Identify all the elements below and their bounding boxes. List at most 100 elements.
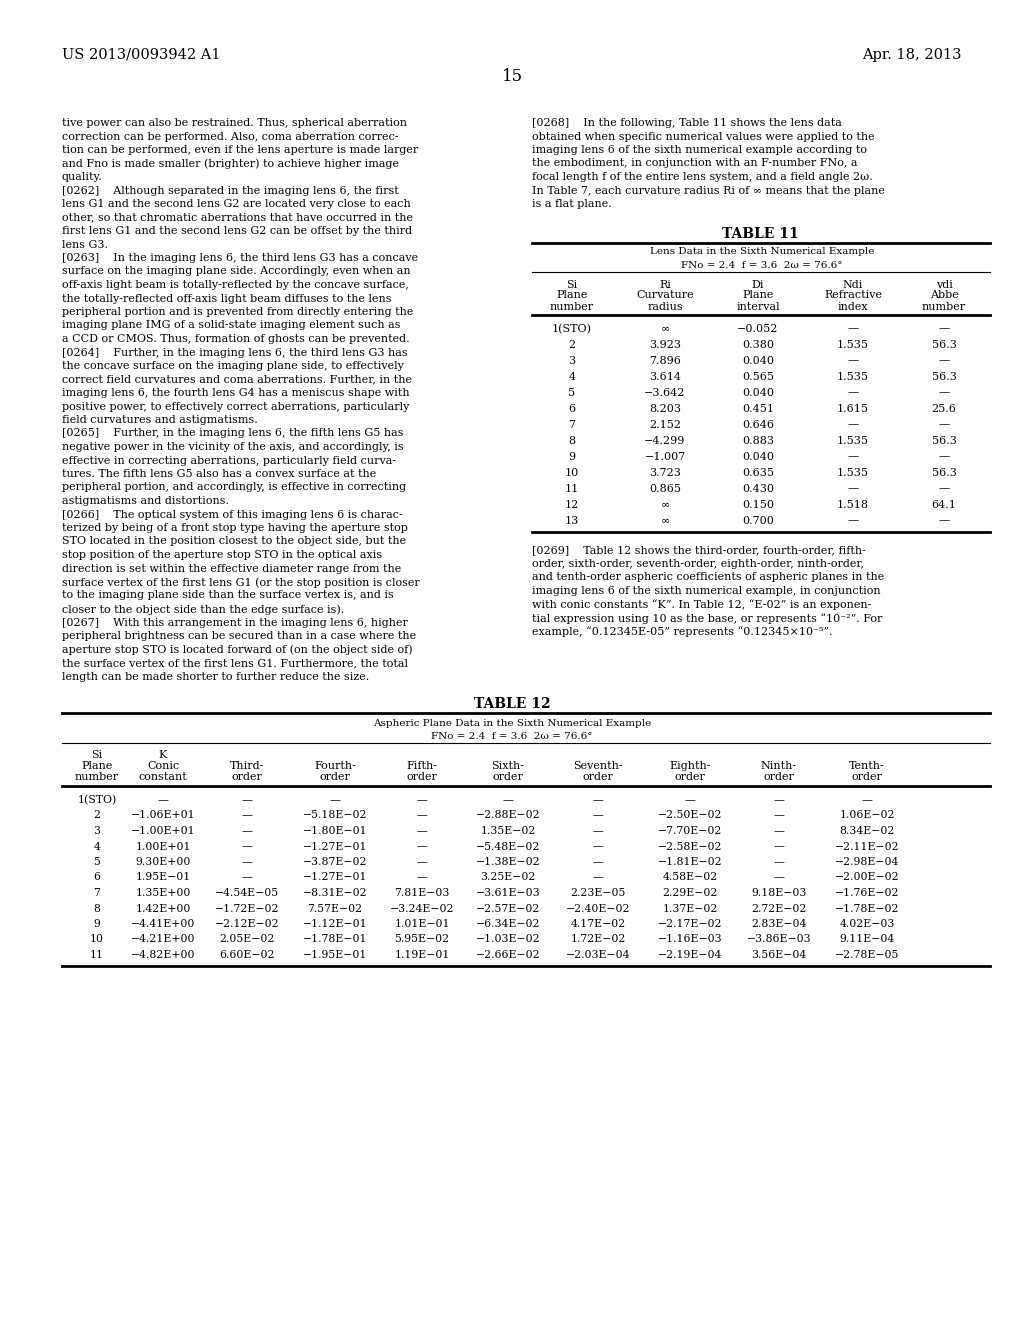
Text: −4.299: −4.299: [644, 436, 686, 446]
Text: −2.11E−02: −2.11E−02: [835, 842, 899, 851]
Text: and Fno is made smaller (brighter) to achieve higher image: and Fno is made smaller (brighter) to ac…: [62, 158, 399, 169]
Text: Sixth-: Sixth-: [492, 762, 524, 771]
Text: imaging plane IMG of a solid-state imaging element such as: imaging plane IMG of a solid-state imagi…: [62, 321, 400, 330]
Text: Plane: Plane: [556, 290, 588, 301]
Text: —: —: [330, 795, 340, 805]
Text: 6: 6: [93, 873, 100, 883]
Text: peripheral portion, and accordingly, is effective in correcting: peripheral portion, and accordingly, is …: [62, 483, 407, 492]
Text: —: —: [938, 323, 949, 334]
Text: stop position of the aperture stop STO in the optical axis: stop position of the aperture stop STO i…: [62, 550, 382, 560]
Text: 11: 11: [565, 483, 580, 494]
Text: −4.82E+00: −4.82E+00: [131, 950, 196, 960]
Text: −2.03E−04: −2.03E−04: [565, 950, 630, 960]
Text: −1.27E−01: −1.27E−01: [303, 873, 368, 883]
Text: —: —: [242, 810, 253, 821]
Text: 0.700: 0.700: [742, 516, 774, 525]
Text: —: —: [773, 826, 784, 836]
Text: imaging lens 6 of the sixth numerical example according to: imaging lens 6 of the sixth numerical ex…: [532, 145, 867, 154]
Text: —: —: [417, 857, 427, 867]
Text: Ninth-: Ninth-: [761, 762, 797, 771]
Text: 8.203: 8.203: [649, 404, 681, 413]
Text: Refractive: Refractive: [824, 290, 882, 301]
Text: to the imaging plane side than the surface vertex is, and is: to the imaging plane side than the surfa…: [62, 590, 394, 601]
Text: 9.18E−03: 9.18E−03: [752, 888, 807, 898]
Text: Seventh-: Seventh-: [573, 762, 623, 771]
Text: 0.380: 0.380: [742, 339, 774, 350]
Text: —: —: [242, 795, 253, 805]
Text: —: —: [848, 388, 858, 397]
Text: —: —: [848, 323, 858, 334]
Text: focal length f of the entire lens system, and a field angle 2ω.: focal length f of the entire lens system…: [532, 172, 872, 182]
Text: —: —: [938, 420, 949, 429]
Text: imaging lens 6 of the sixth numerical example, in conjunction: imaging lens 6 of the sixth numerical ex…: [532, 586, 881, 597]
Text: radius: radius: [647, 301, 683, 312]
Text: TABLE 12: TABLE 12: [474, 697, 550, 711]
Text: Tenth-: Tenth-: [849, 762, 885, 771]
Text: Di: Di: [752, 280, 764, 289]
Text: —: —: [685, 795, 695, 805]
Text: number: number: [75, 772, 119, 781]
Text: 1.615: 1.615: [837, 404, 869, 413]
Text: Curvature: Curvature: [636, 290, 694, 301]
Text: −2.78E−05: −2.78E−05: [835, 950, 899, 960]
Text: order, sixth-order, seventh-order, eighth-order, ninth-order,: order, sixth-order, seventh-order, eight…: [532, 558, 864, 569]
Text: Third-: Third-: [229, 762, 264, 771]
Text: Aspheric Plane Data in the Sixth Numerical Example: Aspheric Plane Data in the Sixth Numeric…: [373, 719, 651, 729]
Text: —: —: [773, 795, 784, 805]
Text: —: —: [417, 810, 427, 821]
Text: 4.58E−02: 4.58E−02: [663, 873, 718, 883]
Text: Ri: Ri: [659, 280, 671, 289]
Text: —: —: [773, 873, 784, 883]
Text: 7.896: 7.896: [649, 355, 681, 366]
Text: correct field curvatures and coma aberrations. Further, in the: correct field curvatures and coma aberra…: [62, 375, 412, 384]
Text: 0.565: 0.565: [742, 371, 774, 381]
Text: 0.646: 0.646: [742, 420, 774, 429]
Text: 3.614: 3.614: [649, 371, 681, 381]
Text: —: —: [417, 842, 427, 851]
Text: order: order: [319, 772, 350, 781]
Text: −4.54E−05: −4.54E−05: [215, 888, 280, 898]
Text: number: number: [550, 301, 594, 312]
Text: peripheral brightness can be secured than in a case where the: peripheral brightness can be secured tha…: [62, 631, 416, 642]
Text: —: —: [417, 795, 427, 805]
Text: 1.95E−01: 1.95E−01: [135, 873, 190, 883]
Text: 1.42E+00: 1.42E+00: [135, 903, 190, 913]
Text: 9.11E−04: 9.11E−04: [840, 935, 895, 945]
Text: surface vertex of the first lens G1 (or the stop position is closer: surface vertex of the first lens G1 (or …: [62, 577, 420, 587]
Text: 2: 2: [568, 339, 575, 350]
Text: K: K: [159, 750, 167, 760]
Text: 0.430: 0.430: [742, 483, 774, 494]
Text: [0262]    Although separated in the imaging lens 6, the first: [0262] Although separated in the imaging…: [62, 186, 398, 195]
Text: −6.34E−02: −6.34E−02: [476, 919, 541, 929]
Text: Apr. 18, 2013: Apr. 18, 2013: [862, 48, 962, 62]
Text: −1.007: −1.007: [644, 451, 686, 462]
Text: —: —: [848, 420, 858, 429]
Text: —: —: [242, 873, 253, 883]
Text: US 2013/0093942 A1: US 2013/0093942 A1: [62, 48, 220, 62]
Text: 5.95E−02: 5.95E−02: [394, 935, 450, 945]
Text: astigmatisms and distortions.: astigmatisms and distortions.: [62, 496, 229, 506]
Text: —: —: [773, 842, 784, 851]
Text: tial expression using 10 as the base, or represents “10⁻²”. For: tial expression using 10 as the base, or…: [532, 612, 883, 624]
Text: Conic: Conic: [146, 762, 179, 771]
Text: off-axis light beam is totally-reflected by the concave surface,: off-axis light beam is totally-reflected…: [62, 280, 409, 290]
Text: interval: interval: [736, 301, 780, 312]
Text: 8.34E−02: 8.34E−02: [840, 826, 895, 836]
Text: 2.05E−02: 2.05E−02: [219, 935, 274, 945]
Text: aperture stop STO is located forward of (on the object side of): aperture stop STO is located forward of …: [62, 644, 413, 655]
Text: 2.83E−04: 2.83E−04: [752, 919, 807, 929]
Text: 1.535: 1.535: [837, 371, 869, 381]
Text: 3.923: 3.923: [649, 339, 681, 350]
Text: −2.57E−02: −2.57E−02: [476, 903, 541, 913]
Text: −2.12E−02: −2.12E−02: [215, 919, 280, 929]
Text: 3.56E−04: 3.56E−04: [752, 950, 807, 960]
Text: a CCD or CMOS. Thus, formation of ghosts can be prevented.: a CCD or CMOS. Thus, formation of ghosts…: [62, 334, 410, 345]
Text: 56.3: 56.3: [932, 467, 956, 478]
Text: FNo = 2.4  f = 3.6  2ω = 76.6°: FNo = 2.4 f = 3.6 2ω = 76.6°: [431, 733, 593, 741]
Text: other, so that chromatic aberrations that have occurred in the: other, so that chromatic aberrations tha…: [62, 213, 413, 223]
Text: lens G1 and the second lens G2 are located very close to each: lens G1 and the second lens G2 are locat…: [62, 199, 411, 209]
Text: 0.040: 0.040: [742, 355, 774, 366]
Text: —: —: [593, 795, 603, 805]
Text: —: —: [503, 795, 513, 805]
Text: the embodiment, in conjunction with an F-number FNo, a: the embodiment, in conjunction with an F…: [532, 158, 857, 169]
